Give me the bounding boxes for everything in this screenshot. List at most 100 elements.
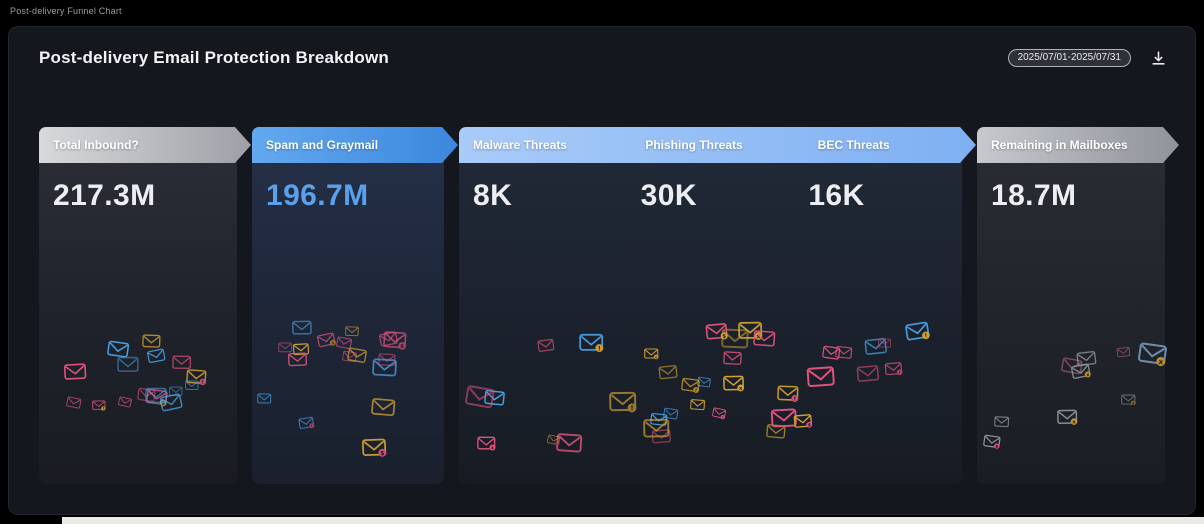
envelope-icon bbox=[147, 347, 169, 369]
envelope-icon: $ bbox=[982, 434, 1002, 455]
bottom-strip bbox=[62, 517, 1204, 524]
envelope-icon: $ bbox=[144, 388, 169, 413]
funnel-card: Post-delivery Email Protection Breakdown… bbox=[8, 26, 1196, 515]
envelope-icon: $ bbox=[793, 413, 814, 434]
envelope-icon bbox=[752, 329, 777, 353]
envelope-icon bbox=[1116, 344, 1132, 364]
stage-label-bec: BEC Threats bbox=[817, 138, 890, 152]
envelope-icon: x bbox=[723, 374, 746, 396]
svg-text:$: $ bbox=[161, 401, 166, 407]
download-button[interactable] bbox=[1147, 47, 1169, 69]
svg-text:x: x bbox=[739, 385, 743, 391]
card-header: Post-delivery Email Protection Breakdown… bbox=[9, 27, 1195, 83]
envelope-icon: ! bbox=[710, 405, 727, 426]
envelope-icon: x bbox=[1136, 341, 1169, 373]
stage-header-arrow-total-inbound: Total Inbound? bbox=[39, 127, 251, 163]
envelope-icon bbox=[463, 384, 497, 417]
stage-value-total-inbound: 217.3M bbox=[53, 179, 156, 212]
envelope-icon bbox=[159, 392, 186, 419]
envelope-icon: x bbox=[476, 436, 496, 456]
svg-text:!: ! bbox=[311, 424, 314, 428]
stage-value-phishing: 30K bbox=[640, 179, 697, 212]
funnel-stage-threats: Malware Threats Phishing Threats BEC Thr… bbox=[459, 127, 962, 484]
svg-text:$: $ bbox=[331, 340, 335, 347]
svg-text:$: $ bbox=[722, 334, 727, 340]
envelope-icon bbox=[334, 335, 353, 356]
envelope-icon: $ bbox=[361, 438, 387, 464]
header-actions: 2025/07/01-2025/07/31 bbox=[1007, 47, 1169, 69]
envelope-icon bbox=[689, 398, 706, 417]
svg-text:!: ! bbox=[631, 404, 634, 412]
envelope-icon bbox=[278, 341, 293, 359]
envelope-icon: ! bbox=[884, 362, 904, 383]
stage-header-arrow-remaining: Remaining in Mailboxes bbox=[977, 127, 1179, 163]
svg-text:!: ! bbox=[898, 370, 901, 376]
envelope-icon bbox=[116, 393, 133, 413]
envelope-decoration-layer: $!! bbox=[43, 319, 231, 476]
threats-header-grid: Malware Threats Phishing Threats BEC Thr… bbox=[459, 138, 976, 152]
envelope-icon: x bbox=[1056, 408, 1079, 430]
funnel-stage-remaining: Remaining in Mailboxes 18.7M $ x x x $ bbox=[977, 127, 1165, 484]
envelope-decoration-layer: x x! x x $!!!!! x! $ bbox=[463, 319, 956, 476]
envelope-icon: ! bbox=[579, 333, 605, 358]
envelope-icon bbox=[378, 352, 397, 372]
svg-text:!: ! bbox=[925, 333, 929, 339]
envelope-icon bbox=[292, 343, 310, 362]
download-icon bbox=[1151, 50, 1165, 65]
envelope-icon bbox=[116, 356, 140, 379]
funnel-chart: Total Inbound? 217.3M $!! Spam and Graym… bbox=[39, 127, 1165, 484]
funnel-stage-total-inbound: Total Inbound? 217.3M $!! bbox=[39, 127, 237, 484]
envelope-icon bbox=[169, 384, 183, 402]
svg-text:$: $ bbox=[807, 423, 811, 429]
envelope-icon bbox=[257, 392, 272, 410]
card-title: Post-delivery Email Protection Breakdown bbox=[39, 48, 389, 67]
envelope-icon bbox=[658, 364, 680, 386]
envelope-icon bbox=[695, 374, 711, 394]
envelope-icon bbox=[662, 406, 680, 426]
svg-text:$: $ bbox=[995, 444, 999, 449]
envelope-icon bbox=[806, 365, 837, 395]
stage-label: Total Inbound? bbox=[53, 138, 139, 152]
envelope-icon: x bbox=[644, 347, 659, 365]
envelope-icon bbox=[536, 338, 556, 359]
envelope-icon: x bbox=[545, 431, 562, 451]
envelope-icon bbox=[820, 345, 841, 367]
stage-value-row: 217.3M bbox=[39, 179, 237, 213]
envelope-icon bbox=[856, 364, 881, 389]
envelope-icon bbox=[185, 378, 200, 396]
stage-label: Spam and Graymail bbox=[266, 138, 379, 152]
envelope-icon bbox=[1076, 350, 1099, 373]
envelope-icon bbox=[341, 349, 358, 369]
stage-value-bec: 16K bbox=[808, 179, 865, 212]
stage-label: Remaining in Mailboxes bbox=[991, 138, 1128, 152]
svg-text:!: ! bbox=[598, 345, 601, 352]
envelope-icon: x bbox=[1071, 362, 1094, 385]
envelope-icon: ! bbox=[91, 398, 106, 416]
threats-value-row: 8K 30K 16K bbox=[459, 179, 962, 213]
funnel-stage-spam-graymail: Spam and Graymail 196.7M $! $ $ bbox=[252, 127, 444, 484]
envelope-icon bbox=[864, 337, 889, 362]
svg-text:$: $ bbox=[1132, 401, 1135, 405]
svg-text:x: x bbox=[1072, 419, 1076, 425]
envelope-icon bbox=[145, 387, 168, 410]
page-label: Post-delivery Funnel Chart bbox=[10, 6, 122, 16]
envelope-icon bbox=[1059, 356, 1084, 381]
envelope-icon: $ bbox=[382, 330, 408, 355]
envelope-icon bbox=[649, 412, 669, 432]
date-range-badge[interactable]: 2025/07/01-2025/07/31 bbox=[1007, 49, 1131, 67]
envelope-icon bbox=[292, 320, 313, 342]
envelope-icon: ! bbox=[298, 415, 317, 435]
svg-text:x: x bbox=[556, 441, 559, 445]
stage-value-row: 196.7M bbox=[252, 179, 444, 213]
svg-text:x: x bbox=[490, 446, 493, 451]
envelope-icon bbox=[64, 362, 89, 386]
envelope-icon: ! bbox=[679, 377, 700, 399]
envelope-icon bbox=[287, 351, 308, 372]
envelope-icon bbox=[346, 346, 369, 370]
svg-text:!: ! bbox=[694, 387, 697, 393]
svg-text:$: $ bbox=[380, 450, 384, 457]
envelope-icon: ! bbox=[777, 384, 800, 407]
envelope-icon bbox=[371, 357, 398, 383]
svg-text:!: ! bbox=[793, 396, 796, 402]
svg-text:$: $ bbox=[400, 344, 404, 350]
